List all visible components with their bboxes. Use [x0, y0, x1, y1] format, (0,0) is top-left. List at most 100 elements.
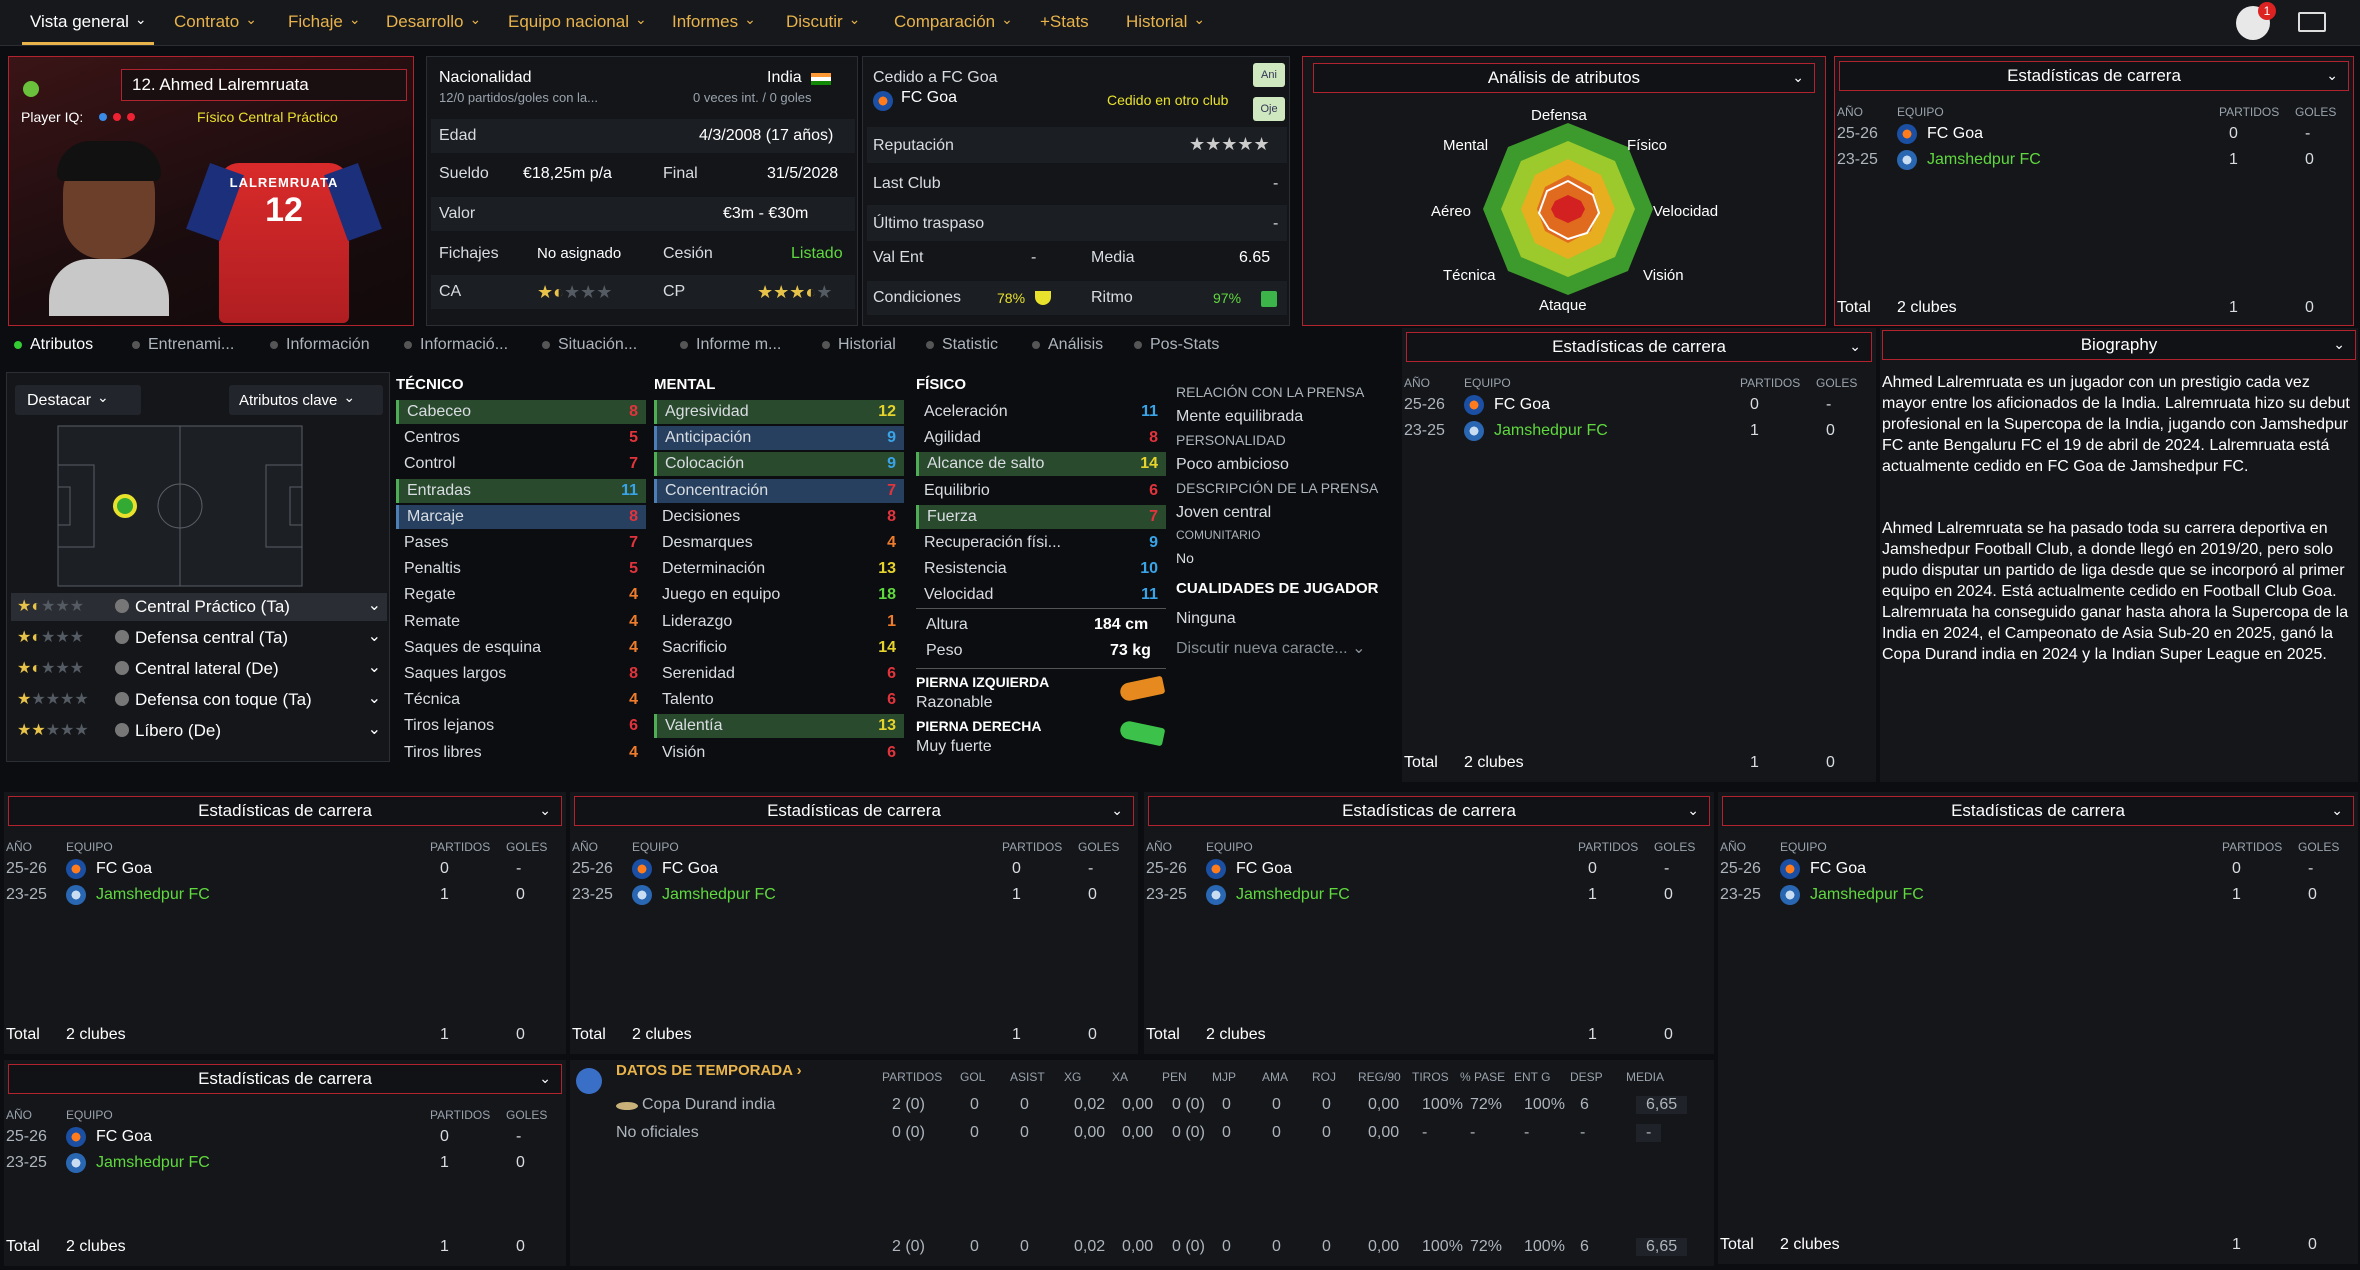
tab-9[interactable]: Pos-Stats [1134, 336, 1219, 354]
season-col-header: % PASE [1460, 1070, 1506, 1084]
career-year: 25-26 [1404, 396, 1445, 413]
attribute-row: Penaltis 5 [396, 557, 646, 581]
chevron-down-icon[interactable]: ⌄ [367, 721, 381, 738]
career-team[interactable]: FC Goa [662, 860, 719, 877]
career-team[interactable]: Jamshedpur FC [1494, 422, 1608, 439]
last-transfer-value: - [1273, 215, 1279, 232]
position-row[interactable]: ★◐★★★ Central Práctico (Ta) ⌄ [11, 593, 387, 621]
contract-end-value: 31/5/2028 [767, 165, 839, 182]
tab-0[interactable]: Atributos [14, 336, 93, 354]
tab-3[interactable]: Informació... [404, 336, 508, 354]
career-stats-header[interactable]: Estadísticas de carrera ⌄ [1406, 332, 1872, 362]
career-stats-header[interactable]: Estadísticas de carrera ⌄ [574, 796, 1134, 826]
loaned-club[interactable]: FC Goa [901, 89, 958, 106]
season-competition[interactable]: Copa Durand india [642, 1096, 776, 1113]
nav-item-7[interactable]: Comparación [894, 12, 1013, 32]
career-team[interactable]: Jamshedpur FC [1810, 886, 1924, 903]
career-goals: - [516, 860, 522, 877]
season-cell: 2 (0) [892, 1096, 925, 1113]
tab-1[interactable]: Entrenami... [132, 336, 234, 354]
ani-button[interactable]: Ani [1253, 63, 1285, 87]
nav-item-3[interactable]: Desarrollo [386, 12, 481, 32]
season-competition[interactable]: No oficiales [616, 1124, 699, 1141]
oje-button[interactable]: Oje [1253, 97, 1285, 121]
career-stats-header[interactable]: Estadísticas de carrera ⌄ [8, 1064, 562, 1094]
info-icon[interactable] [115, 723, 129, 737]
chevron-down-icon[interactable]: ⌄ [367, 597, 381, 614]
discuss-trait-button[interactable]: Discutir nueva caracte... ⌄ [1176, 640, 1366, 657]
nav-item-6[interactable]: Discutir [786, 12, 860, 32]
season-data-title[interactable]: DATOS DE TEMPORADA › [616, 1062, 802, 1079]
attribute-row: Centros 5 [396, 426, 646, 450]
attribute-value: 4 [887, 534, 896, 551]
position-name: Defensa central (Ta) [135, 628, 289, 647]
career-stats-header[interactable]: Estadísticas de carrera ⌄ [8, 796, 562, 826]
attribute-row: Técnica 4 [396, 688, 646, 712]
career-goals: - [1664, 860, 1670, 877]
career-stats-header[interactable]: Estadísticas de carrera ⌄ [1148, 796, 1710, 826]
tab-5[interactable]: Informe m... [680, 336, 781, 354]
career-team[interactable]: FC Goa [1927, 125, 1984, 142]
screen-icon[interactable] [2298, 12, 2326, 32]
position-row[interactable]: ★★★★★ Líbero (De) ⌄ [11, 717, 387, 745]
career-apps: 1 [2232, 886, 2241, 903]
info-icon[interactable] [115, 692, 129, 706]
career-team[interactable]: FC Goa [96, 1128, 153, 1145]
career-team[interactable]: Jamshedpur FC [1236, 886, 1350, 903]
left-foot-value: Razonable [916, 694, 993, 711]
info-icon[interactable] [115, 661, 129, 675]
chevron-down-icon[interactable]: ⌄ [367, 659, 381, 676]
career-goals: - [516, 1128, 522, 1145]
tab-4[interactable]: Situación... [542, 336, 637, 354]
col-apps: PARTIDOS [2222, 840, 2283, 854]
nav-item-0[interactable]: Vista general [30, 12, 147, 32]
position-row[interactable]: ★★★★★ Defensa con toque (Ta) ⌄ [11, 686, 387, 714]
attribute-value: 12 [878, 403, 896, 420]
career-apps: 1 [1012, 886, 1021, 903]
col-team: EQUIPO [66, 1108, 113, 1122]
info-icon[interactable] [115, 599, 129, 613]
tab-2[interactable]: Información [270, 336, 370, 354]
career-team[interactable]: Jamshedpur FC [96, 886, 210, 903]
season-total-cell: 0,00 [1122, 1238, 1154, 1255]
career-team[interactable]: Jamshedpur FC [96, 1154, 210, 1171]
nav-item-9[interactable]: Historial [1126, 12, 1205, 32]
career-team[interactable]: FC Goa [1494, 396, 1551, 413]
tab-7[interactable]: Statistic [926, 336, 998, 354]
info-icon[interactable] [115, 630, 129, 644]
nav-item-5[interactable]: Informes [672, 12, 756, 32]
key-attributes-dropdown[interactable]: Atributos clave [229, 385, 383, 415]
fc-goa-badge-icon [1780, 859, 1800, 879]
biography-header[interactable]: Biography ⌄ [1882, 330, 2356, 360]
nav-item-8[interactable]: +Stats [1040, 12, 1089, 31]
career-team[interactable]: FC Goa [1236, 860, 1293, 877]
loan-value: Listado [791, 245, 843, 262]
highlight-dropdown[interactable]: Destacar [15, 385, 141, 415]
col-apps: PARTIDOS [430, 1108, 491, 1122]
season-cell: - [1470, 1124, 1476, 1141]
season-cell: 0 [1322, 1124, 1331, 1141]
career-team[interactable]: FC Goa [96, 860, 153, 877]
career-team[interactable]: Jamshedpur FC [662, 886, 776, 903]
tab-6[interactable]: Historial [822, 336, 896, 354]
career-total-label: Total [6, 1238, 40, 1255]
career-team[interactable]: Jamshedpur FC [1927, 151, 2041, 168]
position-row[interactable]: ★◐★★★ Defensa central (Ta) ⌄ [11, 624, 387, 652]
chevron-down-icon[interactable]: ⌄ [367, 690, 381, 707]
career-team[interactable]: FC Goa [1810, 860, 1867, 877]
nav-item-2[interactable]: Fichaje [288, 12, 361, 32]
chevron-down-icon[interactable]: ⌄ [367, 628, 381, 645]
attribute-analysis-header[interactable]: Análisis de atributos ⌄ [1313, 63, 1815, 93]
nav-item-1[interactable]: Contrato [174, 12, 257, 32]
career-apps: 1 [440, 886, 449, 903]
season-total-cell: 72% [1470, 1238, 1503, 1255]
season-cell: 0,00 [1368, 1096, 1400, 1113]
caps-value: 0 veces int. / 0 goles [693, 90, 812, 105]
tab-8[interactable]: Análisis [1032, 336, 1103, 354]
nav-item-4[interactable]: Equipo nacional [508, 12, 647, 32]
career-stats-header[interactable]: Estadísticas de carrera ⌄ [1722, 796, 2354, 826]
player-roles: Físico Central Práctico [197, 109, 338, 125]
position-row[interactable]: ★◐★★★ Central lateral (De) ⌄ [11, 655, 387, 683]
career-total-apps: 1 [440, 1026, 449, 1043]
career-stats-header[interactable]: Estadísticas de carrera ⌄ [1839, 61, 2349, 91]
